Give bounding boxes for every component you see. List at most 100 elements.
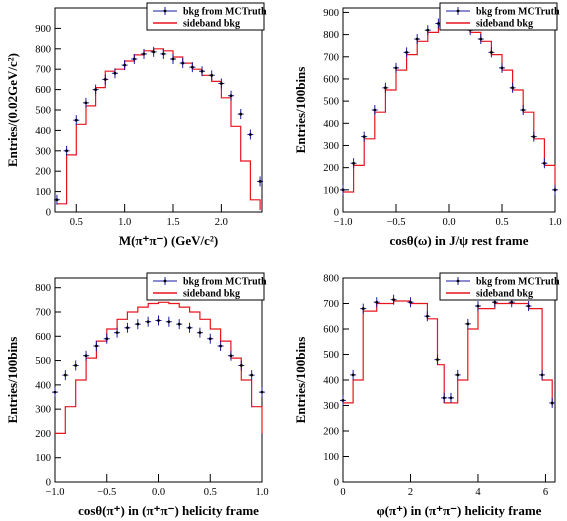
- mc-data-point: [208, 70, 215, 81]
- x-tick-label: 0.5: [495, 217, 508, 228]
- mc-data-point: [464, 318, 471, 329]
- y-tick-label: 500: [323, 97, 339, 108]
- x-tick-label: 1.0: [255, 487, 268, 498]
- sideband-histogram: [55, 301, 263, 434]
- mc-data-point: [447, 392, 454, 403]
- mc-data-point: [407, 297, 414, 308]
- mc-data-point: [360, 303, 367, 314]
- y-tick-label: 0: [46, 478, 51, 489]
- y-tick-label: 100: [323, 452, 339, 463]
- y-tick-label: 0: [334, 478, 339, 489]
- x-tick-label: 2.0: [215, 217, 228, 228]
- legend-label-sideband: sideband bkg: [476, 19, 533, 30]
- mc-data-point: [218, 78, 225, 89]
- mc-data-point: [238, 360, 245, 371]
- legend-label-sideband: sideband bkg: [183, 19, 240, 30]
- mc-data-point: [549, 397, 556, 408]
- y-axis-title: Entries/100bins: [5, 337, 20, 424]
- mc-data-point: [217, 341, 224, 351]
- x-axis-title: φ(π⁺) in (π⁺π⁻) helicity frame: [377, 503, 542, 518]
- x-tick-label: 0.5: [204, 487, 217, 498]
- mc-data-point: [340, 184, 346, 195]
- mc-data-point: [145, 316, 152, 327]
- mc-data-point: [155, 315, 162, 326]
- x-tick-label: 6: [543, 487, 548, 498]
- x-tick-label: 1.0: [548, 217, 561, 228]
- mc-data-point: [83, 350, 90, 361]
- mc-data-point: [52, 387, 58, 398]
- mc-data-point: [509, 82, 516, 93]
- sideband-histogram: [343, 300, 553, 406]
- x-tick-label: 2: [408, 487, 413, 498]
- mc-data-point: [393, 62, 399, 73]
- panel-mass-pipi: 0 100 200 300 400 500 600 700 800 900 0.5 1.0 1.5 2.0…: [5, 2, 267, 248]
- mc-data-point: [114, 327, 121, 338]
- legend-label-mc: bkg from MCTruth: [183, 7, 267, 18]
- y-axis-title: Entries/100bins: [293, 67, 308, 154]
- mc-data-point: [102, 74, 109, 85]
- mc-data-point: [186, 322, 193, 333]
- y-tick-label: 600: [35, 85, 51, 96]
- mc-data-point: [92, 84, 99, 95]
- panel-cos-omega: 0 100 200 300 400 500 600 700 800 900 −1.0 −0.5 0.0 0…: [293, 2, 562, 248]
- x-tick-label: −1.0: [333, 217, 352, 228]
- mc-data-point: [441, 392, 448, 403]
- y-tick-label: 600: [323, 74, 339, 85]
- y-tick-label: 700: [35, 308, 51, 319]
- mc-data-point: [488, 47, 495, 58]
- y-tick-label: 500: [35, 106, 51, 117]
- y-tick-label: 400: [35, 380, 51, 391]
- mc-data-point: [530, 131, 537, 142]
- mc-data-point: [93, 341, 100, 351]
- mc-data-point: [248, 370, 255, 381]
- legend-label-mc: bkg from MCTruth: [476, 277, 560, 288]
- y-tick-label: 200: [323, 163, 339, 174]
- y-tick-label: 700: [323, 52, 339, 63]
- legend-label-mc: bkg from MCTruth: [476, 7, 560, 18]
- x-tick-label: 1.0: [118, 217, 131, 228]
- x-axis-title: cosθ(π⁺) in (π⁺π⁻) helicity frame: [78, 503, 259, 518]
- mc-data-point: [103, 333, 110, 344]
- y-tick-label: 400: [323, 376, 339, 387]
- y-tick-label: 800: [323, 274, 339, 285]
- mc-data-point: [373, 297, 380, 308]
- mc-data-point: [499, 62, 505, 73]
- mc-data-point: [361, 131, 368, 142]
- y-tick-label: 800: [35, 44, 51, 55]
- mc-data-point: [474, 301, 481, 312]
- x-axis-title: cosθ(ω) in J/ψ rest frame: [389, 233, 528, 248]
- y-axis-title: Entries/100bins: [293, 337, 308, 424]
- mc-data-point: [552, 184, 558, 195]
- y-tick-label: 300: [35, 146, 51, 157]
- y-tick-label: 800: [323, 30, 339, 41]
- mc-data-point: [228, 90, 235, 101]
- sideband-histogram: [56, 48, 261, 210]
- x-tick-label: 0: [340, 487, 345, 498]
- mc-data-point: [165, 316, 172, 327]
- mc-data-point: [72, 360, 79, 371]
- mc-data-point: [179, 58, 186, 69]
- panel-phi-piplus: 0 100 200 300 400 500 600 700 800 0 2 4 6 bkg from MC…: [293, 272, 560, 518]
- x-tick-label: −0.5: [386, 217, 405, 228]
- mc-data-point: [541, 158, 548, 169]
- mc-data-point: [454, 369, 461, 380]
- x-tick-label: 0.0: [442, 217, 455, 228]
- y-tick-label: 700: [35, 65, 51, 76]
- y-tick-label: 200: [35, 429, 51, 440]
- mc-data-point: [63, 145, 70, 156]
- mc-data-point: [176, 319, 183, 330]
- y-tick-label: 500: [323, 350, 339, 361]
- mc-data-point: [539, 369, 546, 380]
- mc-data-point: [414, 34, 421, 45]
- y-tick-label: 100: [323, 185, 339, 196]
- y-tick-label: 400: [35, 126, 51, 137]
- y-tick-label: 300: [35, 405, 51, 416]
- mc-data-point: [227, 350, 234, 361]
- y-axis-title: Entries/(0.02GeV/c²): [5, 53, 20, 167]
- mc-data-point: [170, 54, 177, 64]
- mc-data-point: [259, 387, 265, 398]
- mc-data-point: [237, 109, 244, 120]
